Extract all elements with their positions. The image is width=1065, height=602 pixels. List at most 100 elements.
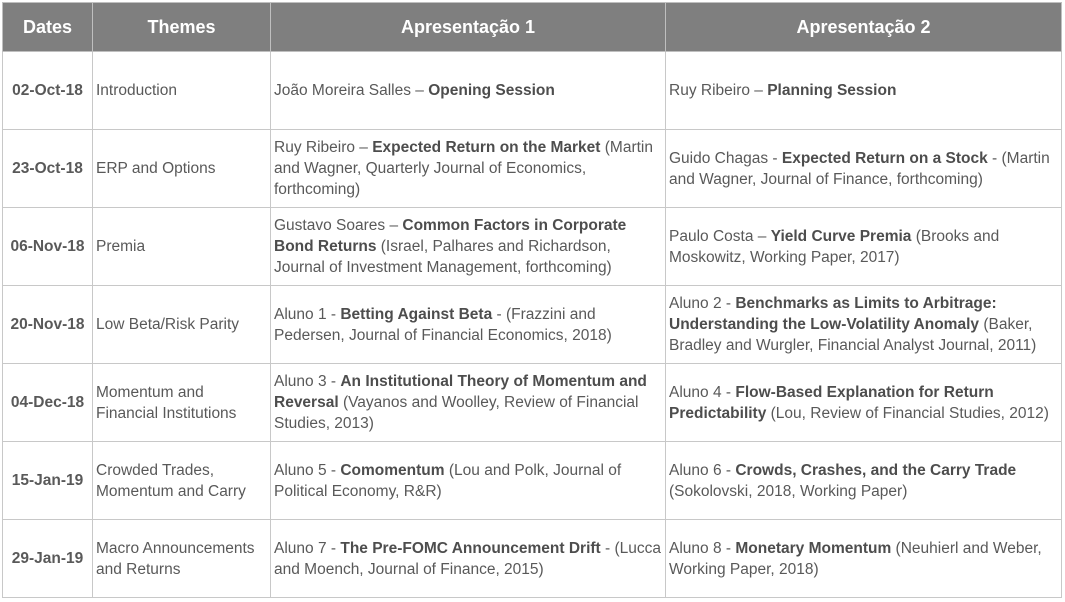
session-date: 23-Oct-18 (2, 129, 93, 208)
session-theme: Premia (92, 207, 271, 286)
paper-reference: (Vayanos and Woolley, Review of Financia… (274, 394, 639, 432)
theme-line: Crowded Trades, (96, 461, 215, 479)
paper-title: Betting Against Beta (340, 305, 493, 323)
paper-reference: (Baker, Bradley and Wurgler, Financial A… (669, 316, 1037, 354)
presentation-1-cell: Aluno 7 - The Pre-FOMC Announcement Drif… (270, 519, 666, 598)
table-row: 15-Jan-19 Crowded Trades, Momentum and Car… (2, 441, 1062, 520)
theme-line: ERP and Options (96, 160, 216, 177)
separator: – (354, 139, 373, 156)
paper-title: Yield Curve Premia (770, 227, 912, 245)
presentation-1-cell: Aluno 1 - Betting Against Beta - (Frazzi… (270, 285, 666, 364)
paper-title: Common Factors in Corporate Bond Returns (274, 217, 627, 255)
session-date: 15-Jan-19 (2, 441, 93, 520)
separator: – (753, 227, 771, 245)
paper-reference: (Brooks and Moskowitz, Working Paper, 20… (669, 227, 1000, 266)
presenter-name: Aluno 7 (274, 539, 327, 557)
header-apresentacao-2: Apresentação 2 (665, 2, 1062, 52)
paper-reference: (Neuhierl and Weber, Working Paper, 2018… (669, 539, 1042, 578)
separator: - (721, 383, 736, 401)
separator: - (326, 373, 341, 390)
separator: - (721, 539, 736, 557)
presenter-name: Ruy Ribeiro (274, 139, 355, 156)
presenter-name: Aluno 1 (274, 305, 327, 323)
separator: – (749, 82, 768, 99)
presenter-name: Aluno 8 (669, 539, 722, 557)
session-theme: ERP and Options (92, 129, 271, 208)
presentation-2-cell: Aluno 8 - Monetary Momentum (Neuhierl an… (665, 519, 1062, 598)
paper-reference: (Lou and Polk, Journal of Political Econ… (274, 461, 622, 500)
presenter-name: Gustavo Soares (274, 217, 386, 234)
presenter-name: João Moreira Salles (274, 82, 411, 99)
theme-line: Momentum and (96, 383, 204, 401)
table-row: 23-Oct-18 ERP and Options Ruy Ribeiro – Ex… (2, 129, 1062, 208)
presenter-name: Ruy Ribeiro (669, 82, 750, 99)
presentation-2-cell: Aluno 2 - Benchmarks as Limits to Arbitr… (665, 285, 1062, 364)
table-row: 02-Oct-18 Introduction João Moreira Salles… (2, 51, 1062, 130)
paper-title: Expected Return on a Stock (781, 149, 988, 167)
separator: - (326, 539, 341, 557)
theme-line: Premia (96, 238, 146, 255)
session-theme: Crowded Trades, Momentum and Carry (92, 441, 271, 520)
table-row: 29-Jan-19 Macro Announcements and Returns A… (2, 519, 1062, 598)
presentation-1-cell: Aluno 3 - An Institutional Theory of Mom… (270, 363, 666, 442)
paper-title: Comomentum (340, 461, 445, 479)
table-row: 06-Nov-18 Premia Gustavo Soares – Common F… (2, 207, 1062, 286)
session-date: 02-Oct-18 (2, 51, 93, 130)
separator: - (721, 461, 736, 479)
theme-line: Low Beta/Risk Parity (96, 316, 239, 333)
presentation-2-cell: Aluno 6 - Crowds, Crashes, and the Carry… (665, 441, 1062, 520)
paper-reference: (Martin and Wagner, Quarterly Journal of… (274, 139, 654, 198)
header-apresentacao-1: Apresentação 1 (270, 2, 666, 52)
session-theme: Introduction (92, 51, 271, 130)
paper-title: Crowds, Crashes, and the Carry Trade (735, 461, 1017, 479)
presenter-name: Aluno 5 (274, 461, 327, 479)
table-row: 20-Nov-18 Low Beta/Risk Parity Aluno 1 - B… (2, 285, 1062, 364)
theme-line: Introduction (96, 82, 177, 99)
separator: - (326, 305, 341, 323)
paper-reference: (Israel, Palhares and Richardson, Journa… (274, 238, 612, 276)
presenter-name: Aluno 2 (669, 295, 722, 312)
session-date: 06-Nov-18 (2, 207, 93, 286)
theme-line: Momentum and Carry (96, 482, 246, 500)
theme-line: Financial Institutions (96, 404, 237, 422)
presentation-1-cell: Gustavo Soares – Common Factors in Corpo… (270, 207, 666, 286)
separator: - (721, 295, 736, 312)
presenter-name: Paulo Costa (669, 227, 754, 245)
separator: - (326, 461, 341, 479)
session-date: 04-Dec-18 (2, 363, 93, 442)
presenter-name: Guido Chagas (669, 149, 769, 167)
presentation-2-cell: Ruy Ribeiro – Planning Session (665, 51, 1062, 130)
header-themes: Themes (92, 2, 271, 52)
separator: - (768, 149, 782, 167)
separator: – (410, 82, 429, 99)
paper-title: Monetary Momentum (735, 539, 892, 557)
paper-title: Flow-Based Explanation for Return Predic… (669, 383, 994, 422)
paper-title: Benchmarks as Limits to Arbitrage: Under… (669, 295, 997, 333)
session-date: 20-Nov-18 (2, 285, 93, 364)
paper-title: The Pre-FOMC Announcement Drift (340, 539, 601, 557)
paper-title: Opening Session (428, 82, 555, 99)
paper-reference: - (Lucca and Moench, Journal of Finance,… (274, 539, 662, 578)
session-theme: Macro Announcements and Returns (92, 519, 271, 598)
paper-title: Expected Return on the Market (372, 139, 601, 156)
presentation-1-cell: Ruy Ribeiro – Expected Return on the Mar… (270, 129, 666, 208)
table-row: 04-Dec-18 Momentum and Financial Instituti… (2, 363, 1062, 442)
presenter-name: Aluno 6 (669, 461, 722, 479)
presentation-2-cell: Guido Chagas - Expected Return on a Stoc… (665, 129, 1062, 208)
paper-reference: - (Martin and Wagner, Journal of Finance… (669, 149, 1050, 188)
presentation-1-cell: João Moreira Salles – Opening Session (270, 51, 666, 130)
session-theme: Low Beta/Risk Parity (92, 285, 271, 364)
theme-line: and Returns (96, 560, 181, 578)
session-date: 29-Jan-19 (2, 519, 93, 598)
presenter-name: Aluno 3 (274, 373, 327, 390)
session-theme: Momentum and Financial Institutions (92, 363, 271, 442)
paper-reference: (Lou, Review of Financial Studies, 2012) (766, 404, 1049, 422)
presentation-2-cell: Aluno 4 - Flow-Based Explanation for Ret… (665, 363, 1062, 442)
theme-line: Macro Announcements (96, 539, 255, 557)
presenter-name: Aluno 4 (669, 383, 722, 401)
header-row: Dates Themes Apresentação 1 Apresentação… (2, 2, 1062, 52)
paper-title: Planning Session (767, 82, 897, 99)
separator: – (385, 217, 403, 234)
paper-reference: - (Frazzini and Pedersen, Journal of Fin… (274, 305, 612, 344)
